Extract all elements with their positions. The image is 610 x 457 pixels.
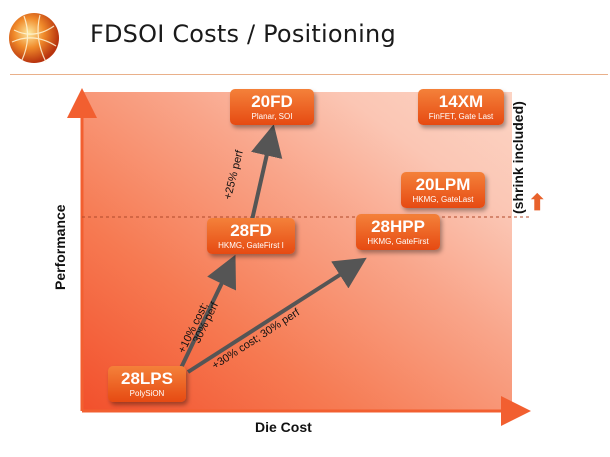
node-14xm-desc: FinFET, Gate Last (428, 112, 494, 121)
node-28lps-name: 28LPS (121, 369, 173, 388)
node-20fd-desc: Planar, SOI (251, 112, 293, 121)
node-20lpm-name: 20LPM (415, 175, 471, 194)
arrow-28lps-28hpp (186, 257, 367, 374)
up-arrow-icon: ⬆ (528, 190, 547, 215)
shrink-note: (shrink included) (510, 101, 526, 214)
arrow-28lps-28fd (178, 254, 237, 371)
node-28fd-desc: HKMG, GateFirst I (218, 241, 284, 250)
x-axis-label: Die Cost (255, 419, 312, 435)
node-28hpp: 28HPP HKMG, GateFirst (356, 214, 440, 250)
node-28fd: 28FD HKMG, GateFirst I (207, 218, 295, 254)
node-14xm: 14XM FinFET, Gate Last (418, 89, 504, 125)
node-20lpm-desc: HKMG, GateLast (412, 195, 474, 204)
company-logo (9, 13, 59, 63)
node-28hpp-name: 28HPP (371, 217, 425, 236)
node-28fd-name: 28FD (230, 221, 272, 240)
node-28hpp-desc: HKMG, GateFirst (367, 237, 429, 246)
title-divider (10, 74, 608, 75)
arrow-28fd-20fd (250, 124, 283, 221)
node-20lpm: 20LPM HKMG, GateLast (401, 172, 485, 208)
node-28lps: 28LPS PolySiON (108, 366, 186, 402)
node-20fd-name: 20FD (251, 92, 293, 111)
node-28lps-desc: PolySiON (129, 389, 165, 398)
page-title: FDSOI Costs / Positioning (90, 20, 396, 48)
node-14xm-name: 14XM (438, 92, 484, 111)
y-axis-label: Performance (52, 204, 68, 290)
node-20fd: 20FD Planar, SOI (230, 89, 314, 125)
plot-area (82, 92, 512, 411)
